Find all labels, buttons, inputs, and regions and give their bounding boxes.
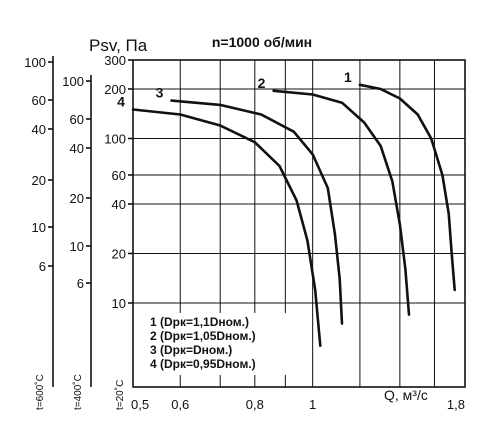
chart-title: n=1000 об/мин: [212, 34, 312, 50]
secondary-y-tick-label: 40: [32, 122, 46, 137]
y-tick-label: 200: [104, 82, 126, 97]
curve-label-3: 3: [156, 85, 164, 101]
secondary-y-tick-label: 100: [24, 55, 46, 70]
x-tick-label: 0,6: [171, 397, 189, 412]
legend-item: 2 (Dрк=1,05Dном.): [150, 329, 256, 343]
y-tick-label: 10: [112, 296, 126, 311]
curve-3: [170, 99, 344, 325]
axis-condition-label: t=400˚C: [72, 374, 84, 410]
y-tick-label: 60: [112, 168, 126, 183]
plot-frame: [132, 59, 466, 388]
curve-label-4: 4: [117, 94, 125, 110]
legend-box: [144, 313, 294, 375]
secondary-y-tick-label: 10: [32, 220, 46, 235]
secondary-y-tick-label: 10: [70, 239, 84, 254]
y-tick-label: 40: [112, 197, 126, 212]
y-tick-label: 100: [104, 131, 126, 146]
legend-item: 4 (Dрк=0,95Dном.): [150, 357, 256, 371]
axis-condition-label: t=20˚C: [114, 380, 126, 410]
secondary-y-tick-label: 60: [32, 93, 46, 108]
secondary-y-tick-label: 6: [77, 276, 84, 291]
secondary-y-tick-label: 100: [62, 74, 84, 89]
secondary-y-tick-label: 60: [70, 112, 84, 127]
secondary-y-tick-label: 6: [39, 259, 46, 274]
y-axis-label: Psv, Па: [89, 36, 148, 55]
x-axis-label: Q, м³/с: [384, 387, 428, 403]
curve-label-1: 1: [344, 69, 352, 85]
axis-condition-label: t=600˚C: [34, 374, 46, 410]
secondary-y-tick-label: 20: [70, 191, 84, 206]
curve-2: [272, 89, 411, 316]
secondary-y-tick-label: 20: [32, 173, 46, 188]
legend-item: 3 (Dрк=Dном.): [150, 343, 232, 357]
y-tick-label: 20: [112, 246, 126, 261]
x-tick-label: 0,8: [246, 397, 264, 412]
secondary-y-tick-label: 40: [70, 141, 84, 156]
x-tick-label: 1: [309, 397, 316, 412]
x-tick-label: 0,5: [131, 397, 149, 412]
curve-4: [131, 108, 322, 347]
legend-item: 1 (Dрк=1,1Dном.): [150, 315, 249, 329]
y-tick-label: 300: [104, 53, 126, 68]
x-tick-label: 1,8: [447, 397, 465, 412]
curve-label-2: 2: [258, 75, 266, 91]
curve-1: [358, 83, 456, 292]
